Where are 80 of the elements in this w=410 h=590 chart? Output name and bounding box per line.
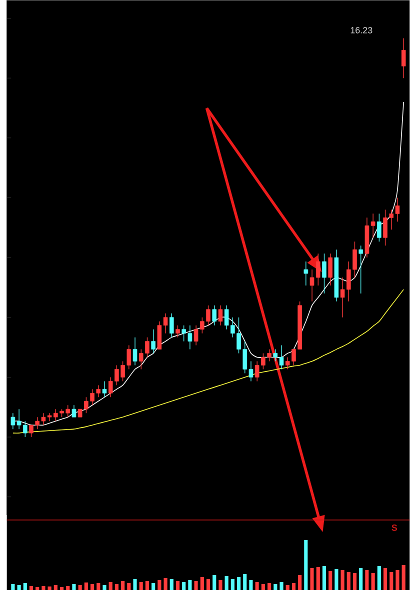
bar	[145, 580, 149, 590]
bar	[328, 570, 332, 590]
bar	[359, 568, 363, 590]
bar	[84, 582, 88, 590]
candlestick	[328, 253, 332, 286]
candlestick	[370, 213, 376, 238]
candlestick	[376, 213, 382, 242]
candlestick	[358, 245, 363, 294]
bar	[383, 568, 388, 590]
bar	[365, 570, 369, 590]
bar	[292, 582, 296, 590]
bar	[164, 578, 168, 590]
bar	[48, 586, 52, 590]
bar	[90, 584, 94, 590]
bar	[206, 578, 210, 590]
bar	[176, 580, 180, 590]
bar	[224, 576, 228, 590]
bar	[261, 584, 265, 590]
bar	[310, 568, 314, 590]
bar	[390, 572, 394, 590]
bar	[60, 586, 64, 590]
bar	[108, 582, 112, 590]
bar	[377, 566, 381, 590]
candlestick	[157, 321, 162, 350]
bar	[352, 572, 357, 590]
bar	[36, 586, 40, 590]
bar	[316, 567, 320, 590]
bar	[127, 582, 131, 590]
text: 16.23	[350, 27, 372, 34]
bar	[243, 574, 247, 590]
bar	[17, 584, 21, 590]
bar	[29, 586, 34, 590]
bar	[218, 580, 222, 590]
bar	[340, 570, 344, 590]
bar	[42, 586, 46, 590]
bar	[346, 572, 350, 590]
bar	[54, 584, 58, 590]
bar	[402, 565, 406, 590]
bar	[188, 580, 192, 590]
bar	[280, 582, 284, 590]
bar	[102, 584, 106, 590]
bar	[334, 569, 338, 590]
bar	[322, 566, 326, 590]
bar	[286, 584, 290, 590]
bar	[120, 580, 125, 590]
bar	[11, 584, 15, 590]
candlestick	[218, 305, 223, 326]
bar	[249, 580, 253, 590]
text: S	[392, 524, 398, 531]
candlestick	[102, 380, 107, 398]
bar	[274, 584, 278, 590]
bar	[170, 578, 174, 590]
candlestick	[322, 253, 326, 294]
candlestick	[304, 261, 308, 286]
bar	[96, 582, 100, 590]
bar	[212, 574, 216, 590]
bar	[66, 586, 70, 590]
candlestick	[10, 412, 16, 430]
candlestick	[163, 313, 168, 334]
bar	[396, 570, 400, 590]
candlestick	[169, 313, 174, 338]
candlestick	[176, 325, 180, 338]
candlestick	[151, 329, 156, 354]
bar	[200, 576, 204, 590]
candlestick	[132, 336, 138, 366]
candlestick	[401, 38, 406, 78]
bar	[267, 582, 272, 590]
bar	[133, 578, 137, 590]
bar	[72, 584, 76, 590]
bar	[230, 578, 234, 590]
bar	[236, 576, 241, 590]
bar	[114, 584, 118, 590]
bar	[182, 582, 186, 590]
bar	[152, 582, 156, 590]
candlestick	[72, 404, 76, 418]
bar	[304, 540, 308, 590]
bar	[158, 580, 162, 590]
candlestick	[212, 305, 216, 326]
bar	[371, 572, 375, 590]
bar	[298, 574, 302, 590]
